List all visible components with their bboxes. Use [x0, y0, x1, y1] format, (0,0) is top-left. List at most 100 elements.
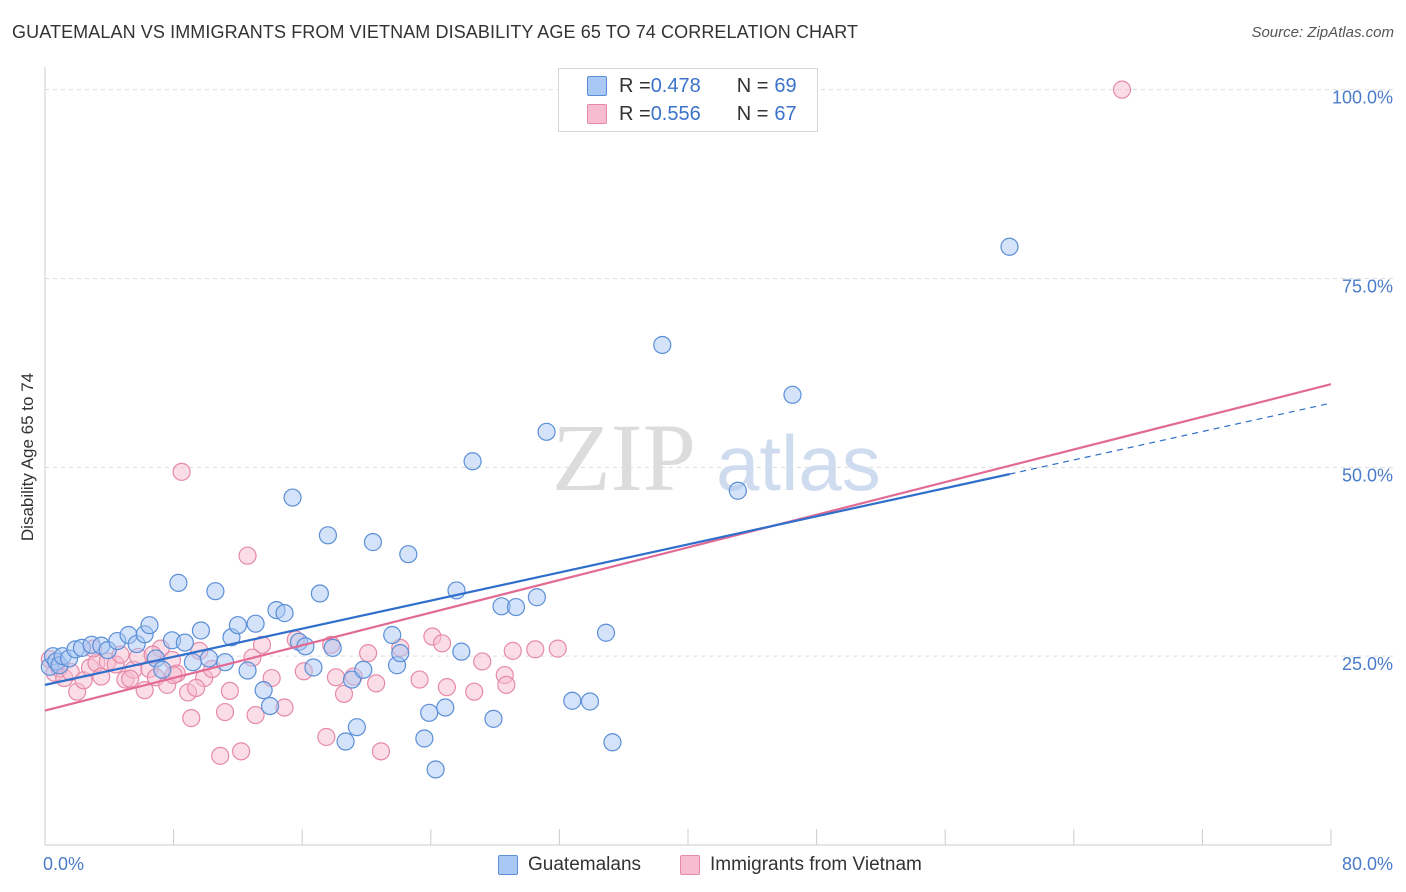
data-point-vietnam: [437, 678, 456, 697]
axes: [44, 67, 1332, 846]
legend-swatch-blue: [587, 76, 607, 96]
data-point-guatemalans: [484, 709, 503, 728]
data-point-guatemalans: [228, 616, 247, 635]
data-point-guatemalans: [246, 614, 265, 633]
legend-n-label: N =: [736, 102, 769, 125]
data-point-guatemalans: [336, 732, 355, 751]
data-point-vietnam: [359, 644, 378, 663]
legend-r-label: R =: [619, 74, 651, 97]
data-point-vietnam: [473, 652, 492, 671]
gridlines: [45, 89, 1393, 657]
trend-line-vietnam: [44, 383, 1332, 712]
data-point-guatemalans: [283, 488, 302, 507]
legend-r-value: 0.556: [650, 102, 701, 125]
data-point-guatemalans: [354, 660, 373, 679]
data-point-guatemalans: [463, 452, 482, 471]
data-point-guatemalans: [363, 533, 383, 552]
data-point-guatemalans: [383, 625, 402, 645]
data-point-guatemalans: [415, 729, 434, 748]
source-label: Source: ZipAtlas.com: [1251, 24, 1394, 41]
x-tick-label-left: 0.0%: [43, 854, 84, 874]
trend-lines: [44, 383, 1332, 712]
data-point-vietnam: [371, 742, 391, 761]
data-point-guatemalans: [191, 621, 211, 640]
data-point-vietnam: [334, 684, 354, 704]
data-point-guatemalans: [563, 691, 582, 710]
bottom-legend-vietnam: Immigrants from Vietnam: [680, 852, 922, 878]
data-point-guatemalans: [183, 653, 202, 672]
x-tick-label-right: 80.0%: [1342, 854, 1393, 874]
data-point-guatemalans: [238, 661, 257, 680]
y-tick-label: 25.0%: [1342, 654, 1393, 674]
legend-r-value: 0.478: [650, 74, 701, 97]
data-point-vietnam: [246, 705, 265, 725]
data-point-guatemalans: [452, 642, 471, 661]
data-point-guatemalans: [215, 653, 235, 672]
data-point-guatemalans: [399, 545, 418, 564]
data-point-guatemalans: [653, 335, 672, 355]
legend-r-label: R =: [619, 102, 651, 125]
data-point-guatemalans: [1000, 237, 1019, 256]
data-point-guatemalans: [275, 604, 294, 623]
data-point-guatemalans: [206, 582, 225, 601]
data-point-guatemalans: [199, 649, 219, 668]
data-point-vietnam: [326, 668, 346, 687]
data-point-guatemalans: [260, 696, 280, 716]
chart-title: GUATEMALAN VS IMMIGRANTS FROM VIETNAM DI…: [12, 22, 859, 42]
data-point-guatemalans: [140, 616, 159, 635]
data-point-guatemalans: [153, 660, 172, 679]
data-point-guatemalans: [304, 658, 323, 677]
y-axis-label: Disability Age 65 to 74: [18, 373, 37, 541]
y-tick-label: 100.0%: [1332, 88, 1393, 108]
data-point-vietnam: [1112, 80, 1132, 99]
data-point-vietnam: [410, 670, 429, 689]
legend-n-value: 69: [774, 74, 797, 97]
data-point-guatemalans: [391, 644, 410, 663]
series-guatemalans-points: [40, 237, 1019, 779]
data-point-guatemalans: [318, 526, 338, 545]
data-point-guatemalans: [347, 718, 366, 737]
data-point-vietnam: [211, 746, 230, 765]
data-point-guatemalans: [169, 573, 188, 592]
data-point-guatemalans: [580, 692, 600, 711]
data-point-vietnam: [503, 641, 522, 660]
data-point-vietnam: [187, 678, 206, 697]
data-point-guatemalans: [783, 385, 802, 404]
data-point-vietnam: [548, 639, 567, 658]
watermark-zip: ZIP: [552, 404, 696, 511]
y-tick-label: 50.0%: [1342, 465, 1393, 485]
legend-series-label: Guatemalans: [528, 854, 642, 875]
data-point-guatemalans: [310, 584, 329, 603]
data-point-guatemalans: [175, 633, 194, 652]
data-point-vietnam: [220, 681, 239, 701]
data-point-guatemalans: [426, 760, 445, 779]
bottom-legend-guatemalans: Guatemalans: [498, 852, 641, 878]
data-point-guatemalans: [537, 422, 556, 441]
trend-line-guatemalans: [44, 473, 1010, 686]
data-point-guatemalans: [728, 481, 747, 500]
data-point-vietnam: [172, 462, 191, 481]
data-point-vietnam: [232, 742, 251, 761]
data-point-vietnam: [317, 727, 336, 747]
data-point-guatemalans: [420, 703, 439, 722]
legend-swatch-pink: [680, 855, 700, 875]
data-point-guatemalans: [527, 588, 546, 607]
data-point-guatemalans: [596, 623, 616, 642]
data-point-vietnam: [432, 634, 452, 653]
legend-row-guatemalans: R = 0.478 N = 69: [587, 73, 797, 99]
data-point-vietnam: [465, 682, 484, 701]
data-point-vietnam: [526, 640, 545, 659]
legend-swatch-blue: [498, 855, 518, 875]
data-point-vietnam: [367, 674, 386, 693]
data-point-vietnam: [497, 675, 516, 694]
data-point-guatemalans: [506, 597, 526, 617]
tick-labels: 25.0% 50.0% 75.0% 100.0% 0.0% 80.0%: [43, 88, 1393, 874]
data-point-guatemalans: [436, 698, 455, 717]
data-point-guatemalans: [323, 638, 342, 657]
data-point-guatemalans: [603, 733, 622, 752]
y-tick-label: 75.0%: [1342, 276, 1393, 296]
data-point-vietnam: [182, 709, 201, 728]
legend-n-value: 67: [774, 102, 797, 125]
data-point-vietnam: [121, 669, 140, 688]
